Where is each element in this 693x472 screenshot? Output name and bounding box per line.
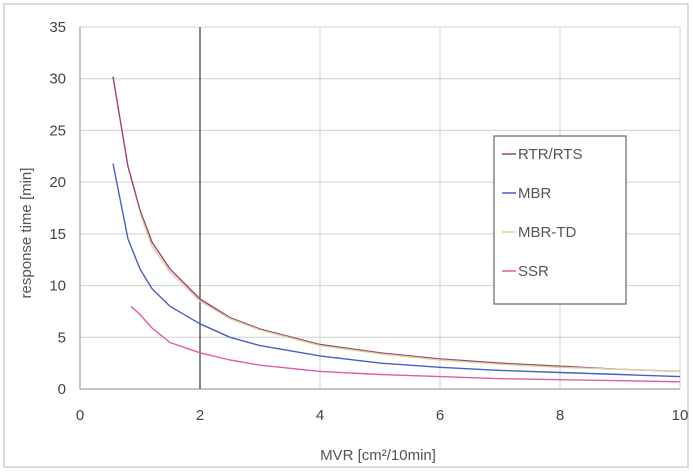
legend-label: RTR/RTS: [518, 146, 582, 163]
series-lines: [112, 76, 681, 383]
y-tick-label: 25: [49, 122, 66, 139]
y-axis-title: response time [min]: [18, 168, 35, 299]
legend-label: SSR: [518, 263, 549, 280]
y-tick-label: 15: [49, 226, 66, 243]
x-tick-label: 0: [76, 407, 84, 424]
plot-border: [79, 27, 680, 390]
x-tick-label: 8: [556, 407, 564, 424]
legend-box: [493, 135, 627, 305]
tick-labels: 0 5 10 15 20 25 30 35 0 2 4 6 8 10: [49, 19, 688, 424]
legend-label: MBR: [518, 185, 552, 202]
series-line-ssr: [130, 305, 681, 383]
y-tick-label: 30: [49, 71, 66, 88]
x-tick-label: 2: [196, 407, 204, 424]
x-tick-label: 6: [436, 407, 444, 424]
legend: RTR/RTS MBR MBR-TD SSR: [493, 135, 627, 305]
y-tick-label: 5: [58, 329, 66, 346]
x-tick-label: 10: [672, 407, 689, 424]
y-tick-label: 20: [49, 174, 66, 191]
y-tick-label: 10: [49, 278, 66, 295]
y-tick-label: 35: [49, 19, 66, 36]
series-line-mbr-td: [139, 212, 681, 373]
x-axis-title: MVR [cm²/10min]: [320, 447, 436, 464]
y-tick-label: 0: [58, 381, 66, 398]
series-line-mbr: [112, 163, 681, 378]
series-line-rtr-rts: [112, 76, 681, 373]
x-tick-label: 4: [316, 407, 324, 424]
legend-label: MBR-TD: [518, 224, 576, 241]
